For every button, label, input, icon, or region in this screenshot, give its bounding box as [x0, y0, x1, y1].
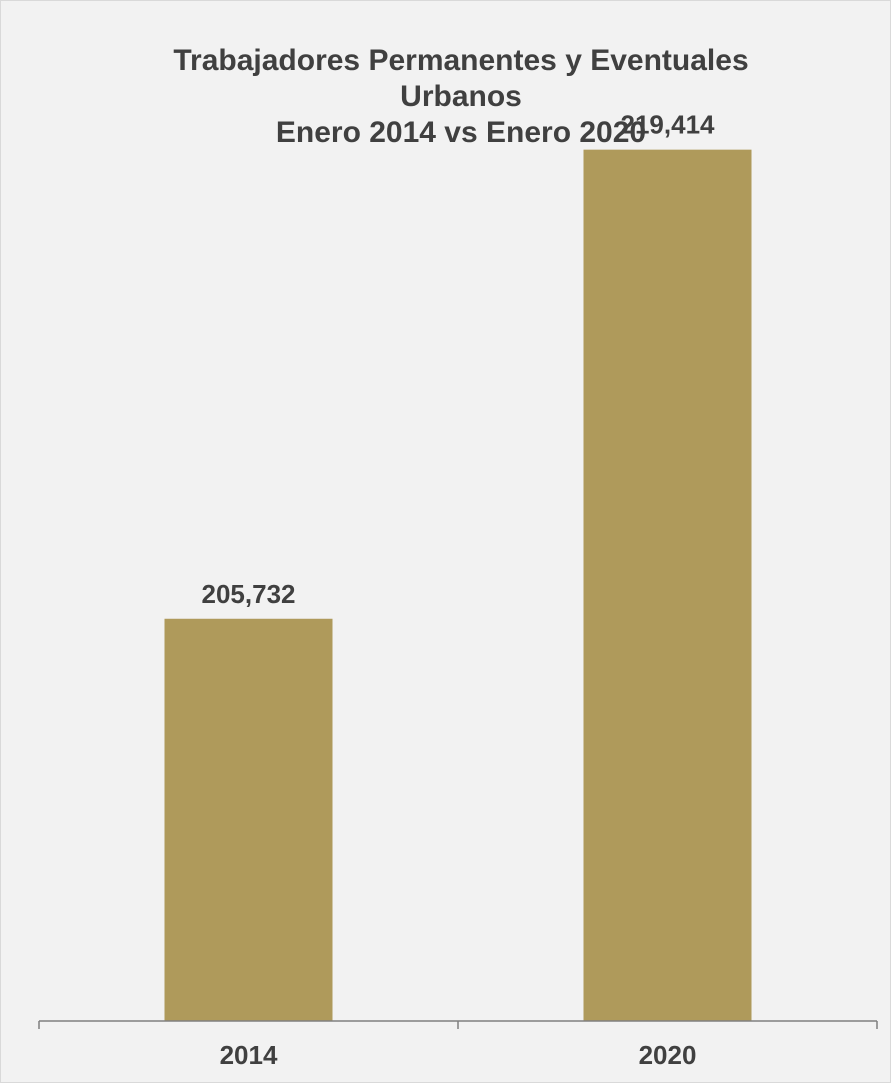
x-tick-label-2014: 2014 [220, 1040, 278, 1070]
bar-2014 [164, 618, 333, 1021]
bar-2020 [583, 149, 752, 1022]
chart-title: Trabajadores Permanentes y Eventuales Ur… [173, 44, 749, 149]
data-label-2020: 219,414 [621, 110, 716, 140]
data-label-2014: 205,732 [202, 579, 296, 609]
data-labels: 205,732 219,414 [202, 110, 716, 609]
x-axis: 2014 2020 [38, 1020, 878, 1070]
bars [164, 149, 752, 1022]
x-tick-label-2020: 2020 [639, 1040, 697, 1070]
